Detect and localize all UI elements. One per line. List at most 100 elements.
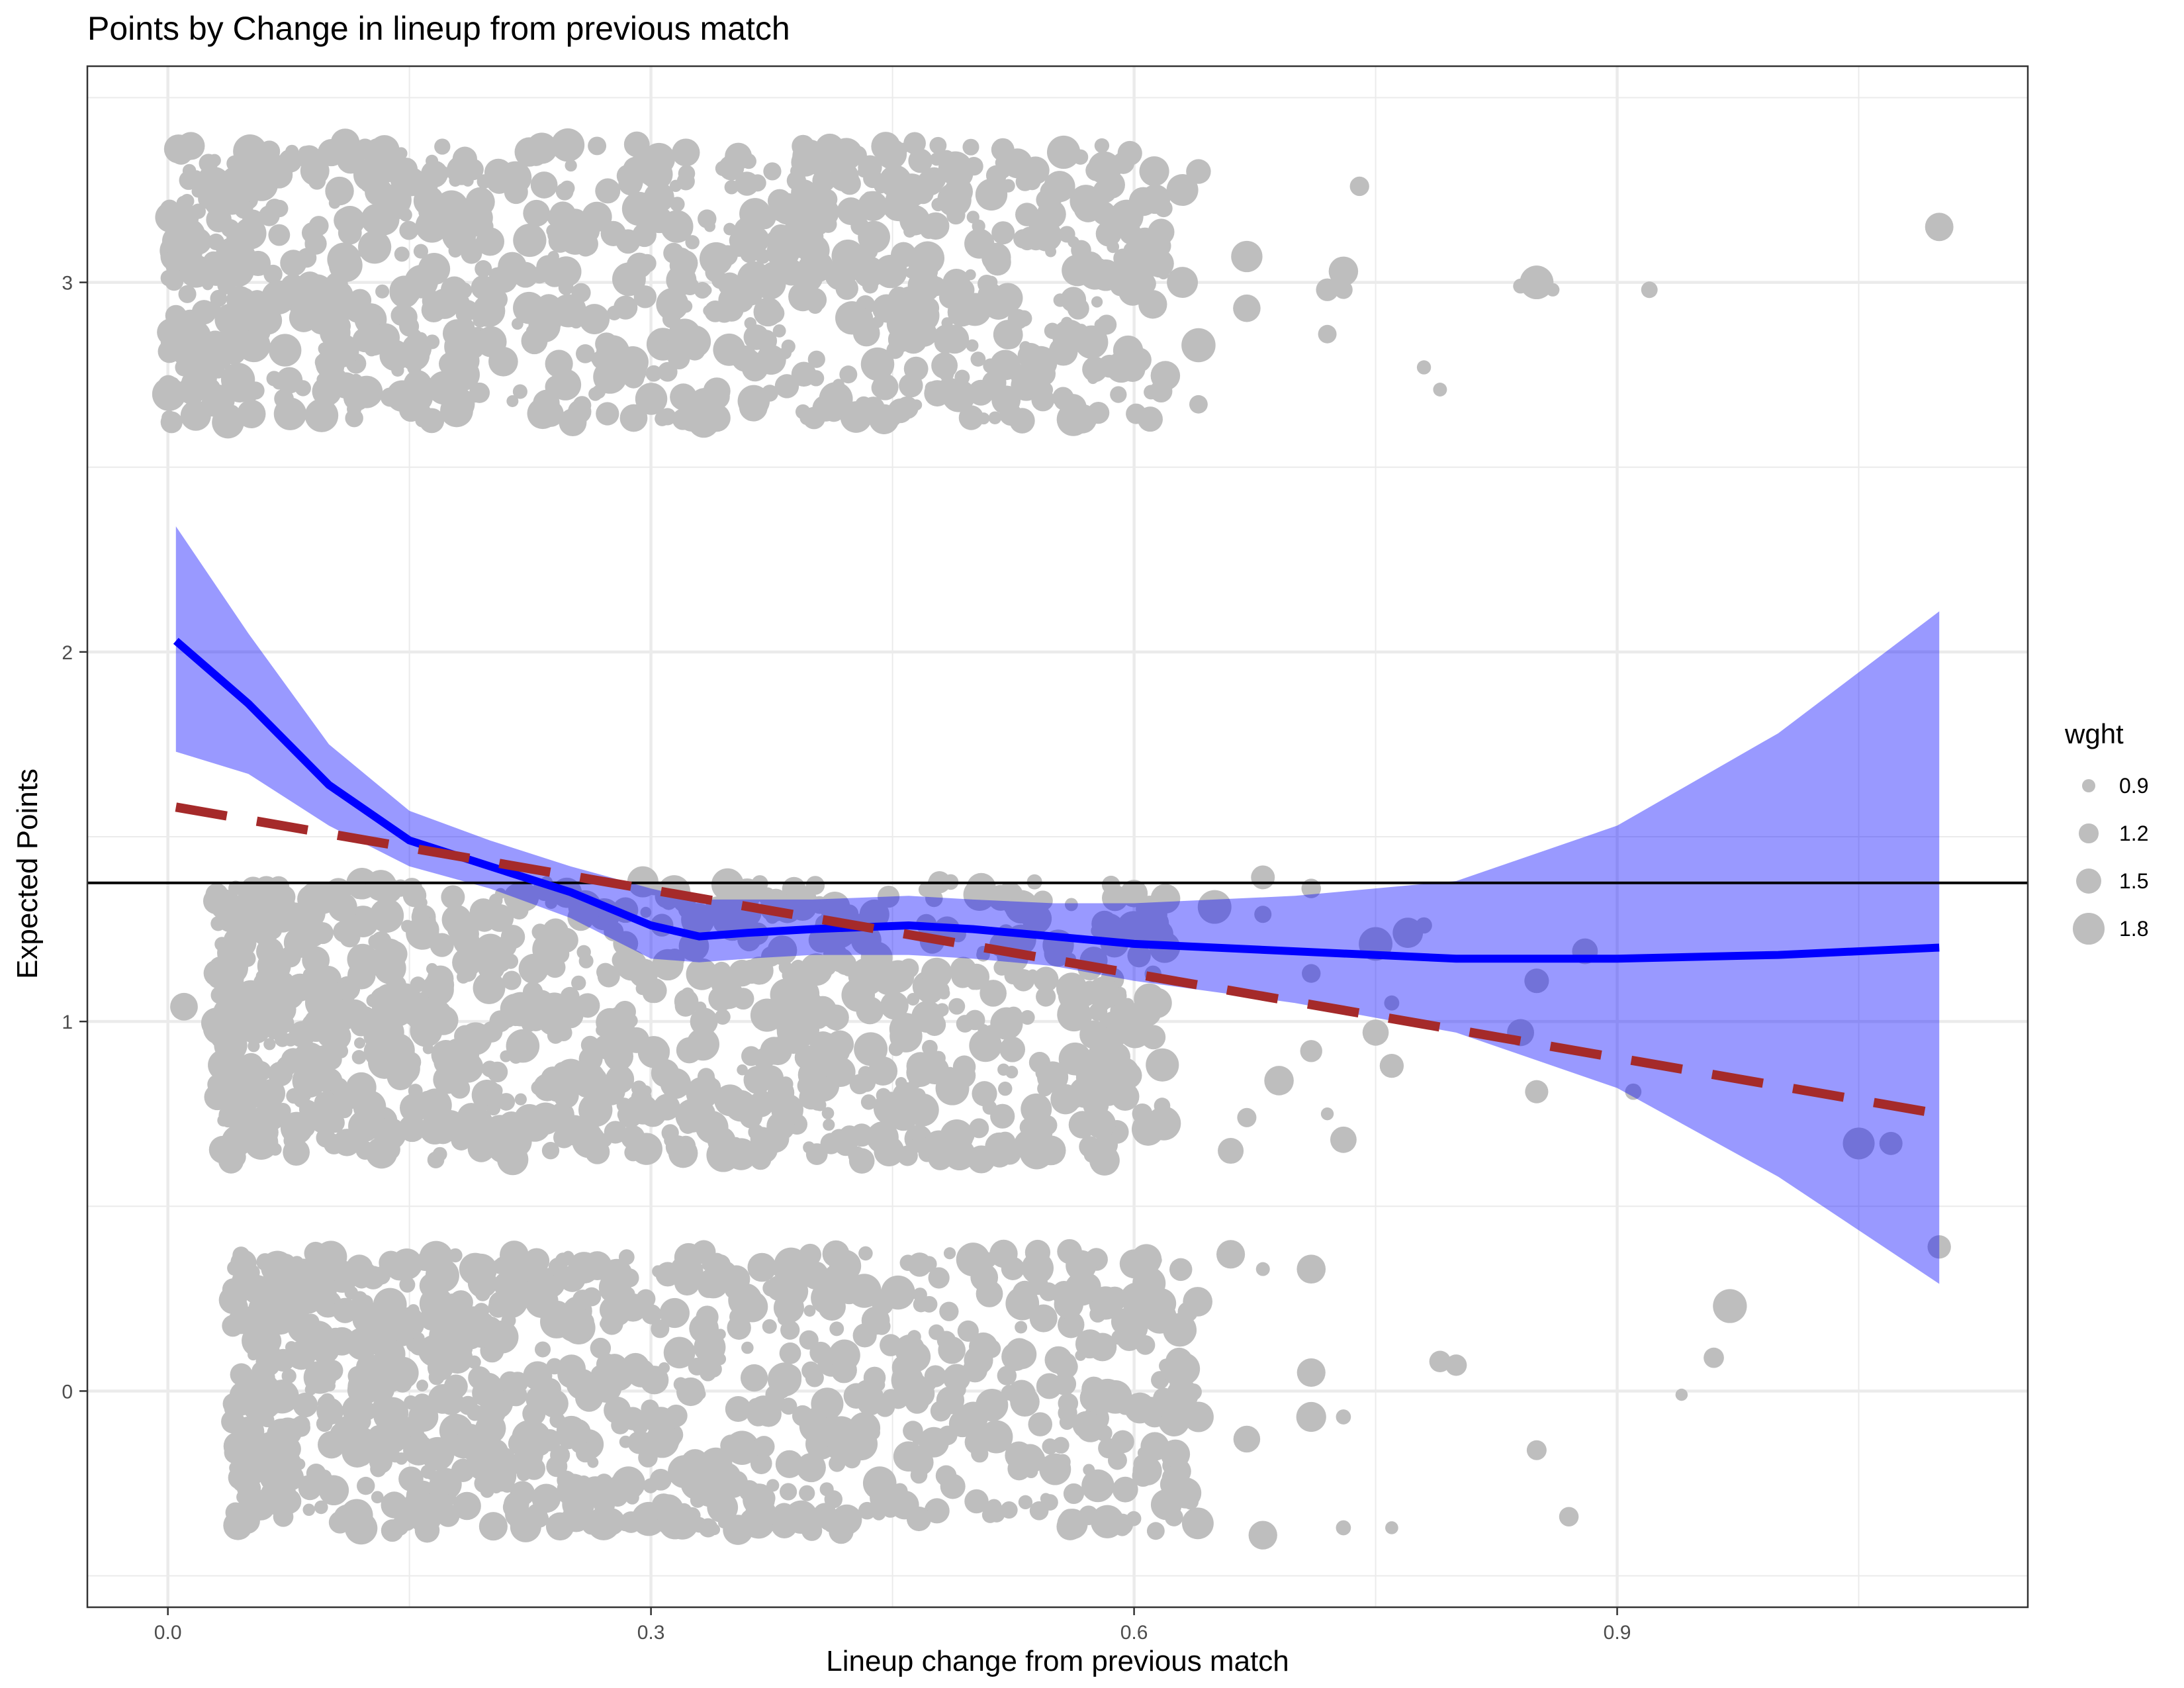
data-point — [475, 1413, 506, 1444]
data-point — [572, 1289, 594, 1311]
data-point — [1079, 1136, 1101, 1158]
data-point — [1233, 294, 1261, 322]
data-point — [354, 1037, 366, 1049]
data-point — [1302, 964, 1321, 983]
data-point — [797, 1060, 827, 1090]
data-point — [754, 1090, 770, 1105]
data-point — [296, 248, 317, 268]
data-point — [948, 998, 966, 1015]
data-point — [1112, 1476, 1138, 1503]
data-point — [911, 1432, 925, 1445]
data-point — [990, 350, 1021, 381]
data-point — [175, 358, 193, 377]
data-point — [810, 1096, 825, 1111]
data-point — [805, 876, 825, 895]
data-point — [374, 952, 406, 984]
data-point — [1061, 316, 1073, 329]
data-point — [579, 1066, 608, 1095]
legend-entry: 0.9 — [2065, 762, 2148, 810]
data-point — [674, 989, 699, 1014]
data-point — [678, 165, 696, 182]
data-point — [524, 238, 541, 256]
data-point — [1927, 1235, 1951, 1259]
data-point — [571, 975, 586, 991]
data-point — [553, 927, 578, 953]
data-point — [737, 1291, 768, 1323]
data-point — [829, 1018, 842, 1031]
data-point — [858, 1246, 873, 1261]
data-point — [1330, 1126, 1357, 1153]
data-point — [467, 342, 484, 359]
data-point — [480, 1483, 494, 1498]
data-point — [414, 1517, 440, 1543]
data-point — [1334, 280, 1353, 299]
data-point — [1015, 172, 1034, 191]
data-point — [1052, 387, 1074, 408]
data-point — [942, 379, 976, 412]
data-point — [877, 886, 900, 908]
data-point — [717, 1517, 729, 1528]
data-point — [619, 404, 648, 432]
data-point — [1095, 220, 1122, 247]
data-point — [664, 1404, 688, 1427]
data-point — [432, 1147, 447, 1162]
data-point — [658, 1362, 670, 1374]
data-point — [699, 1073, 717, 1091]
x-tick-label: 0.3 — [637, 1622, 665, 1644]
data-point — [723, 222, 737, 236]
data-point — [1843, 1127, 1875, 1160]
data-point — [997, 1366, 1017, 1385]
data-point — [1001, 1385, 1017, 1401]
data-point — [398, 1114, 426, 1143]
data-point — [317, 1395, 334, 1411]
data-point — [1094, 138, 1110, 154]
data-point — [360, 162, 384, 186]
data-point — [383, 206, 399, 222]
data-point — [271, 375, 286, 390]
data-point — [303, 1313, 320, 1330]
data-point — [921, 1256, 937, 1272]
data-point — [330, 1078, 349, 1096]
data-point — [502, 970, 522, 990]
data-point — [1028, 164, 1041, 177]
data-point — [407, 1500, 420, 1513]
data-point — [232, 1246, 250, 1264]
data-point — [621, 191, 657, 226]
data-point — [935, 1003, 949, 1017]
data-point — [669, 179, 682, 193]
data-point — [805, 1368, 824, 1387]
data-point — [829, 1455, 846, 1472]
data-point — [565, 159, 577, 172]
data-point — [381, 1519, 404, 1542]
data-point — [771, 1094, 803, 1127]
data-point — [502, 953, 519, 969]
data-point — [621, 1407, 645, 1430]
data-point — [615, 949, 647, 981]
data-point — [812, 1460, 825, 1473]
data-point — [1704, 1347, 1724, 1368]
data-point — [997, 1245, 1017, 1264]
data-point — [743, 226, 770, 254]
data-point — [222, 1315, 244, 1337]
data-point — [340, 339, 356, 356]
data-point — [1320, 1107, 1334, 1121]
data-point — [1879, 1131, 1903, 1155]
legend-key — [2065, 810, 2113, 857]
data-point — [499, 1477, 515, 1493]
data-point — [434, 138, 451, 155]
data-point — [651, 1064, 668, 1081]
data-point — [1015, 1321, 1028, 1334]
data-point — [394, 246, 410, 262]
data-point — [555, 183, 574, 201]
data-point — [831, 1357, 857, 1383]
data-point — [256, 1253, 274, 1271]
data-point — [413, 244, 428, 259]
data-point — [458, 1395, 478, 1415]
data-point — [979, 980, 1007, 1007]
data-point — [700, 284, 712, 297]
data-point — [497, 1093, 516, 1111]
data-point — [473, 972, 506, 1004]
data-point — [1248, 1521, 1277, 1550]
data-point — [1060, 1509, 1081, 1530]
data-point — [908, 340, 922, 353]
